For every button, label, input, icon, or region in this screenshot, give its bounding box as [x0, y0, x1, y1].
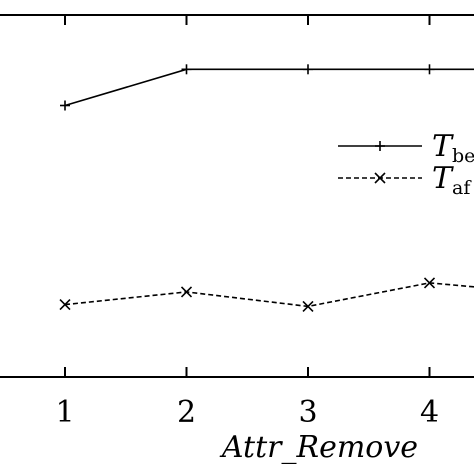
series-line-be [64, 68, 474, 107]
legend-entry-af: Taf [338, 161, 472, 199]
legend-label-main: T [432, 129, 454, 164]
legend-label-sub: af [452, 177, 472, 199]
data-point-be-4 [424, 64, 435, 75]
x-tick-label-4: 4 [420, 395, 439, 430]
x-axis-ticks [64, 15, 431, 377]
data-point-be-1 [60, 100, 70, 111]
plot-frame [0, 14, 474, 378]
data-point-af-3 [302, 300, 314, 312]
legend-label-sub: be [452, 145, 474, 167]
x-axis-label: Attr_Remove [219, 430, 418, 465]
legend-marker-x-2 [374, 172, 386, 184]
legend-label-be: Tbe [432, 129, 474, 167]
series-line-af [64, 282, 474, 308]
data-point-af-4 [423, 277, 436, 289]
x-tick-label-3: 3 [298, 395, 317, 430]
x-tick-labels: 1 2 3 4 [55, 395, 439, 430]
legend-label-main: T [432, 161, 454, 196]
data-point-af-1 [59, 299, 71, 311]
series-af [59, 277, 474, 312]
data-point-be-2 [181, 64, 192, 75]
series-be [60, 64, 474, 111]
x-tick-label-1: 1 [55, 395, 74, 430]
x-tick-label-2: 2 [177, 395, 196, 430]
data-point-be-3 [303, 64, 313, 75]
series-layer [59, 64, 474, 312]
legend-label-af: Taf [432, 161, 472, 199]
legend-entry-be: Tbe [338, 129, 474, 167]
data-point-af-2 [180, 286, 193, 298]
